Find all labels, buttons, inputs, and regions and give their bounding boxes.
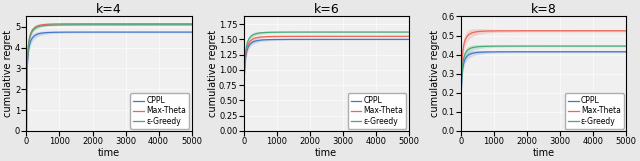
CPPL bbox=[183, 31, 191, 33]
CPPL bbox=[587, 51, 595, 53]
CPPL bbox=[618, 51, 625, 53]
ε-Greedy bbox=[188, 24, 195, 26]
CPPL bbox=[99, 31, 106, 33]
ε-Greedy bbox=[405, 31, 413, 33]
Max-Theta bbox=[103, 23, 111, 25]
ε-Greedy bbox=[400, 31, 408, 33]
Max-Theta bbox=[400, 35, 408, 37]
ε-Greedy bbox=[316, 31, 323, 33]
Max-Theta bbox=[538, 30, 545, 32]
Title: k=4: k=4 bbox=[96, 4, 122, 16]
Max-Theta bbox=[183, 23, 191, 25]
CPPL bbox=[316, 38, 323, 40]
ε-Greedy bbox=[240, 130, 248, 132]
Max-Theta bbox=[587, 30, 595, 32]
CPPL bbox=[457, 130, 465, 132]
ε-Greedy bbox=[618, 45, 625, 47]
Max-Theta bbox=[465, 33, 473, 35]
CPPL bbox=[188, 31, 195, 33]
Max-Theta bbox=[31, 26, 39, 28]
Line: Max-Theta: Max-Theta bbox=[26, 24, 191, 131]
Line: ε-Greedy: ε-Greedy bbox=[244, 32, 409, 131]
CPPL bbox=[103, 31, 111, 33]
ε-Greedy bbox=[457, 130, 465, 132]
Max-Theta bbox=[320, 35, 328, 37]
Max-Theta bbox=[152, 23, 160, 25]
ε-Greedy bbox=[320, 31, 328, 33]
CPPL bbox=[31, 34, 39, 36]
ε-Greedy bbox=[103, 24, 111, 26]
Max-Theta bbox=[22, 130, 30, 132]
Max-Theta bbox=[188, 23, 195, 25]
Max-Theta bbox=[618, 30, 625, 32]
Max-Theta bbox=[405, 35, 413, 37]
Line: Max-Theta: Max-Theta bbox=[244, 36, 409, 131]
Max-Theta bbox=[618, 30, 625, 32]
ε-Greedy bbox=[400, 31, 408, 33]
CPPL bbox=[465, 53, 473, 55]
ε-Greedy bbox=[248, 34, 256, 36]
CPPL bbox=[533, 51, 541, 53]
Max-Theta bbox=[400, 35, 408, 37]
Legend: CPPL, Max-Theta, ε-Greedy: CPPL, Max-Theta, ε-Greedy bbox=[131, 93, 189, 129]
Title: k=6: k=6 bbox=[314, 4, 339, 16]
X-axis label: time: time bbox=[98, 147, 120, 157]
ε-Greedy bbox=[183, 24, 191, 26]
Max-Theta bbox=[457, 130, 465, 132]
ε-Greedy bbox=[152, 24, 160, 26]
Y-axis label: cumulative regret: cumulative regret bbox=[3, 30, 13, 117]
ε-Greedy bbox=[622, 45, 630, 47]
Y-axis label: cumulative regret: cumulative regret bbox=[430, 30, 440, 117]
Max-Theta bbox=[316, 35, 323, 37]
Max-Theta bbox=[370, 35, 378, 37]
CPPL bbox=[248, 42, 256, 43]
CPPL bbox=[622, 51, 630, 53]
Line: ε-Greedy: ε-Greedy bbox=[26, 25, 191, 131]
Legend: CPPL, Max-Theta, ε-Greedy: CPPL, Max-Theta, ε-Greedy bbox=[564, 93, 624, 129]
CPPL bbox=[405, 38, 413, 40]
Y-axis label: cumulative regret: cumulative regret bbox=[207, 30, 218, 117]
ε-Greedy bbox=[465, 48, 473, 50]
Title: k=8: k=8 bbox=[531, 4, 556, 16]
CPPL bbox=[320, 38, 328, 40]
CPPL bbox=[183, 31, 191, 33]
ε-Greedy bbox=[618, 45, 625, 47]
ε-Greedy bbox=[22, 130, 30, 132]
CPPL bbox=[152, 31, 160, 33]
ε-Greedy bbox=[533, 45, 541, 47]
Max-Theta bbox=[183, 23, 191, 25]
Line: CPPL: CPPL bbox=[244, 39, 409, 131]
Legend: CPPL, Max-Theta, ε-Greedy: CPPL, Max-Theta, ε-Greedy bbox=[348, 93, 406, 129]
Max-Theta bbox=[99, 23, 106, 25]
CPPL bbox=[240, 130, 248, 132]
Max-Theta bbox=[248, 38, 256, 40]
CPPL bbox=[370, 38, 378, 40]
ε-Greedy bbox=[370, 31, 378, 33]
ε-Greedy bbox=[99, 24, 106, 26]
CPPL bbox=[538, 51, 545, 53]
CPPL bbox=[22, 130, 30, 132]
X-axis label: time: time bbox=[532, 147, 555, 157]
ε-Greedy bbox=[538, 45, 545, 47]
CPPL bbox=[400, 38, 408, 40]
ε-Greedy bbox=[183, 24, 191, 26]
Max-Theta bbox=[533, 30, 541, 32]
Max-Theta bbox=[622, 30, 630, 32]
ε-Greedy bbox=[31, 27, 39, 29]
Line: ε-Greedy: ε-Greedy bbox=[461, 46, 626, 131]
CPPL bbox=[618, 51, 625, 53]
Line: CPPL: CPPL bbox=[461, 52, 626, 131]
Max-Theta bbox=[240, 130, 248, 132]
X-axis label: time: time bbox=[315, 147, 337, 157]
Line: CPPL: CPPL bbox=[26, 32, 191, 131]
CPPL bbox=[400, 38, 408, 40]
Line: Max-Theta: Max-Theta bbox=[461, 31, 626, 131]
ε-Greedy bbox=[587, 45, 595, 47]
